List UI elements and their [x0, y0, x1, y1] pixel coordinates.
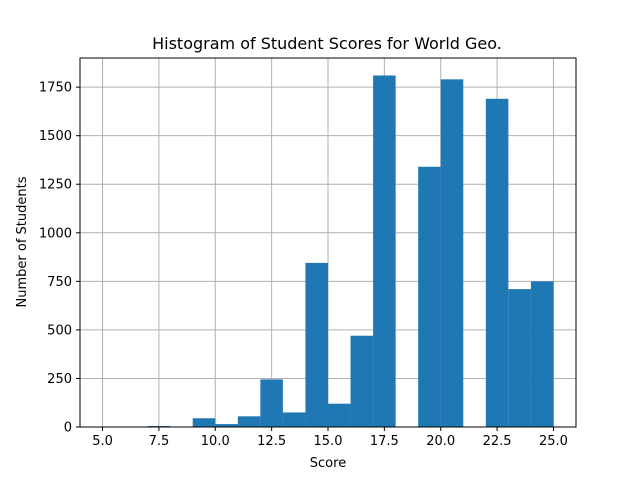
y-tick-label: 1500: [39, 129, 72, 144]
x-tick-label: 5.0: [92, 434, 113, 449]
histogram-bar: [282, 412, 306, 427]
y-tick-label: 1000: [39, 226, 72, 241]
histogram-bar: [192, 418, 216, 427]
histogram-bar: [237, 416, 261, 427]
y-axis-ticks: 0 250 500 750 1000 1250 1500 1750: [39, 81, 80, 436]
y-tick-label: 250: [47, 372, 72, 387]
x-tick-label: 12.5: [257, 434, 286, 449]
histogram-bar: [508, 289, 531, 427]
histogram-bar: [418, 166, 441, 428]
x-tick-label: 20.0: [426, 434, 455, 449]
x-tick-label: 22.5: [483, 434, 512, 449]
x-axis-ticks: 5.0 7.5 10.0 12.5 15.0 17.5 20.0 22.5 25.0: [92, 427, 568, 449]
y-tick-label: 500: [47, 323, 72, 338]
histogram-bar: [350, 335, 374, 427]
y-tick-label: 0: [64, 421, 72, 436]
x-tick-label: 25.0: [539, 434, 568, 449]
histogram-bar: [485, 98, 509, 427]
histogram-bar: [373, 75, 396, 428]
x-axis-label: Score: [310, 456, 346, 471]
histogram-bar: [530, 281, 554, 427]
x-tick-label: 17.5: [370, 434, 399, 449]
histogram-bar: [440, 79, 464, 427]
x-tick-label: 15.0: [314, 434, 343, 449]
y-axis-label: Number of Students: [15, 176, 30, 307]
chart-title: Histogram of Student Scores for World Ge…: [152, 34, 502, 53]
bars: [147, 75, 554, 428]
histogram-bar: [260, 379, 283, 427]
y-tick-label: 1750: [39, 81, 72, 96]
histogram-bar: [328, 403, 351, 427]
histogram-bar: [215, 424, 238, 427]
x-tick-label: 10.0: [201, 434, 230, 449]
x-tick-label: 7.5: [149, 434, 170, 449]
histogram-bar: [305, 262, 328, 427]
y-tick-label: 1250: [39, 178, 72, 193]
y-tick-label: 750: [47, 275, 72, 290]
